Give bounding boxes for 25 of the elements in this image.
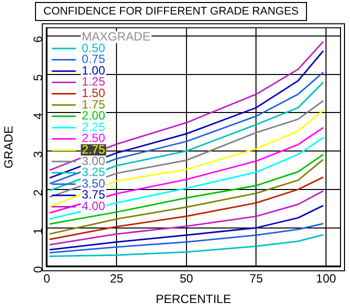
x-tick-label: 75	[250, 272, 264, 286]
y-tick-label: 6	[31, 36, 46, 43]
legend-label: 2.00	[82, 108, 106, 123]
y-tick-label: 4	[31, 112, 46, 120]
x-tick-label: 100	[316, 272, 336, 286]
legend-label: 1.00	[82, 63, 106, 78]
x-tick-label: 25	[110, 272, 124, 286]
y-tick-label: 1	[31, 228, 46, 234]
legend-label: 3.75	[82, 188, 106, 202]
y-tick-label: 5	[31, 74, 46, 81]
legend-label: 1.25	[82, 74, 106, 89]
legend-label: 2.50	[82, 131, 106, 146]
legend-label: 2.75	[82, 142, 106, 157]
x-axis-title: PERCENTILE	[156, 292, 232, 306]
y-tick-label: 0	[31, 266, 46, 273]
legend-label: 3.50	[82, 176, 106, 190]
y-tick-label: 3	[31, 150, 46, 158]
legend-label: 3.00	[82, 154, 106, 168]
x-tick-label: 50	[180, 272, 194, 286]
chart-title: CONFIDENCE FOR DIFFERENT GRADE RANGES	[43, 6, 299, 18]
legend-label: 4.00	[82, 199, 106, 214]
y-tick-label: 2	[31, 189, 46, 196]
legend-label: 3.25	[82, 165, 106, 180]
legend-title: MAXGRADE	[82, 30, 150, 44]
y-axis-title: GRADE	[2, 126, 16, 169]
